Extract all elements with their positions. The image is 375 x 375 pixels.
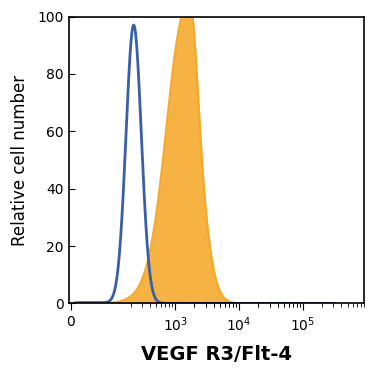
X-axis label: VEGF R3/Flt-4: VEGF R3/Flt-4 xyxy=(141,345,292,364)
Y-axis label: Relative cell number: Relative cell number xyxy=(11,74,29,246)
